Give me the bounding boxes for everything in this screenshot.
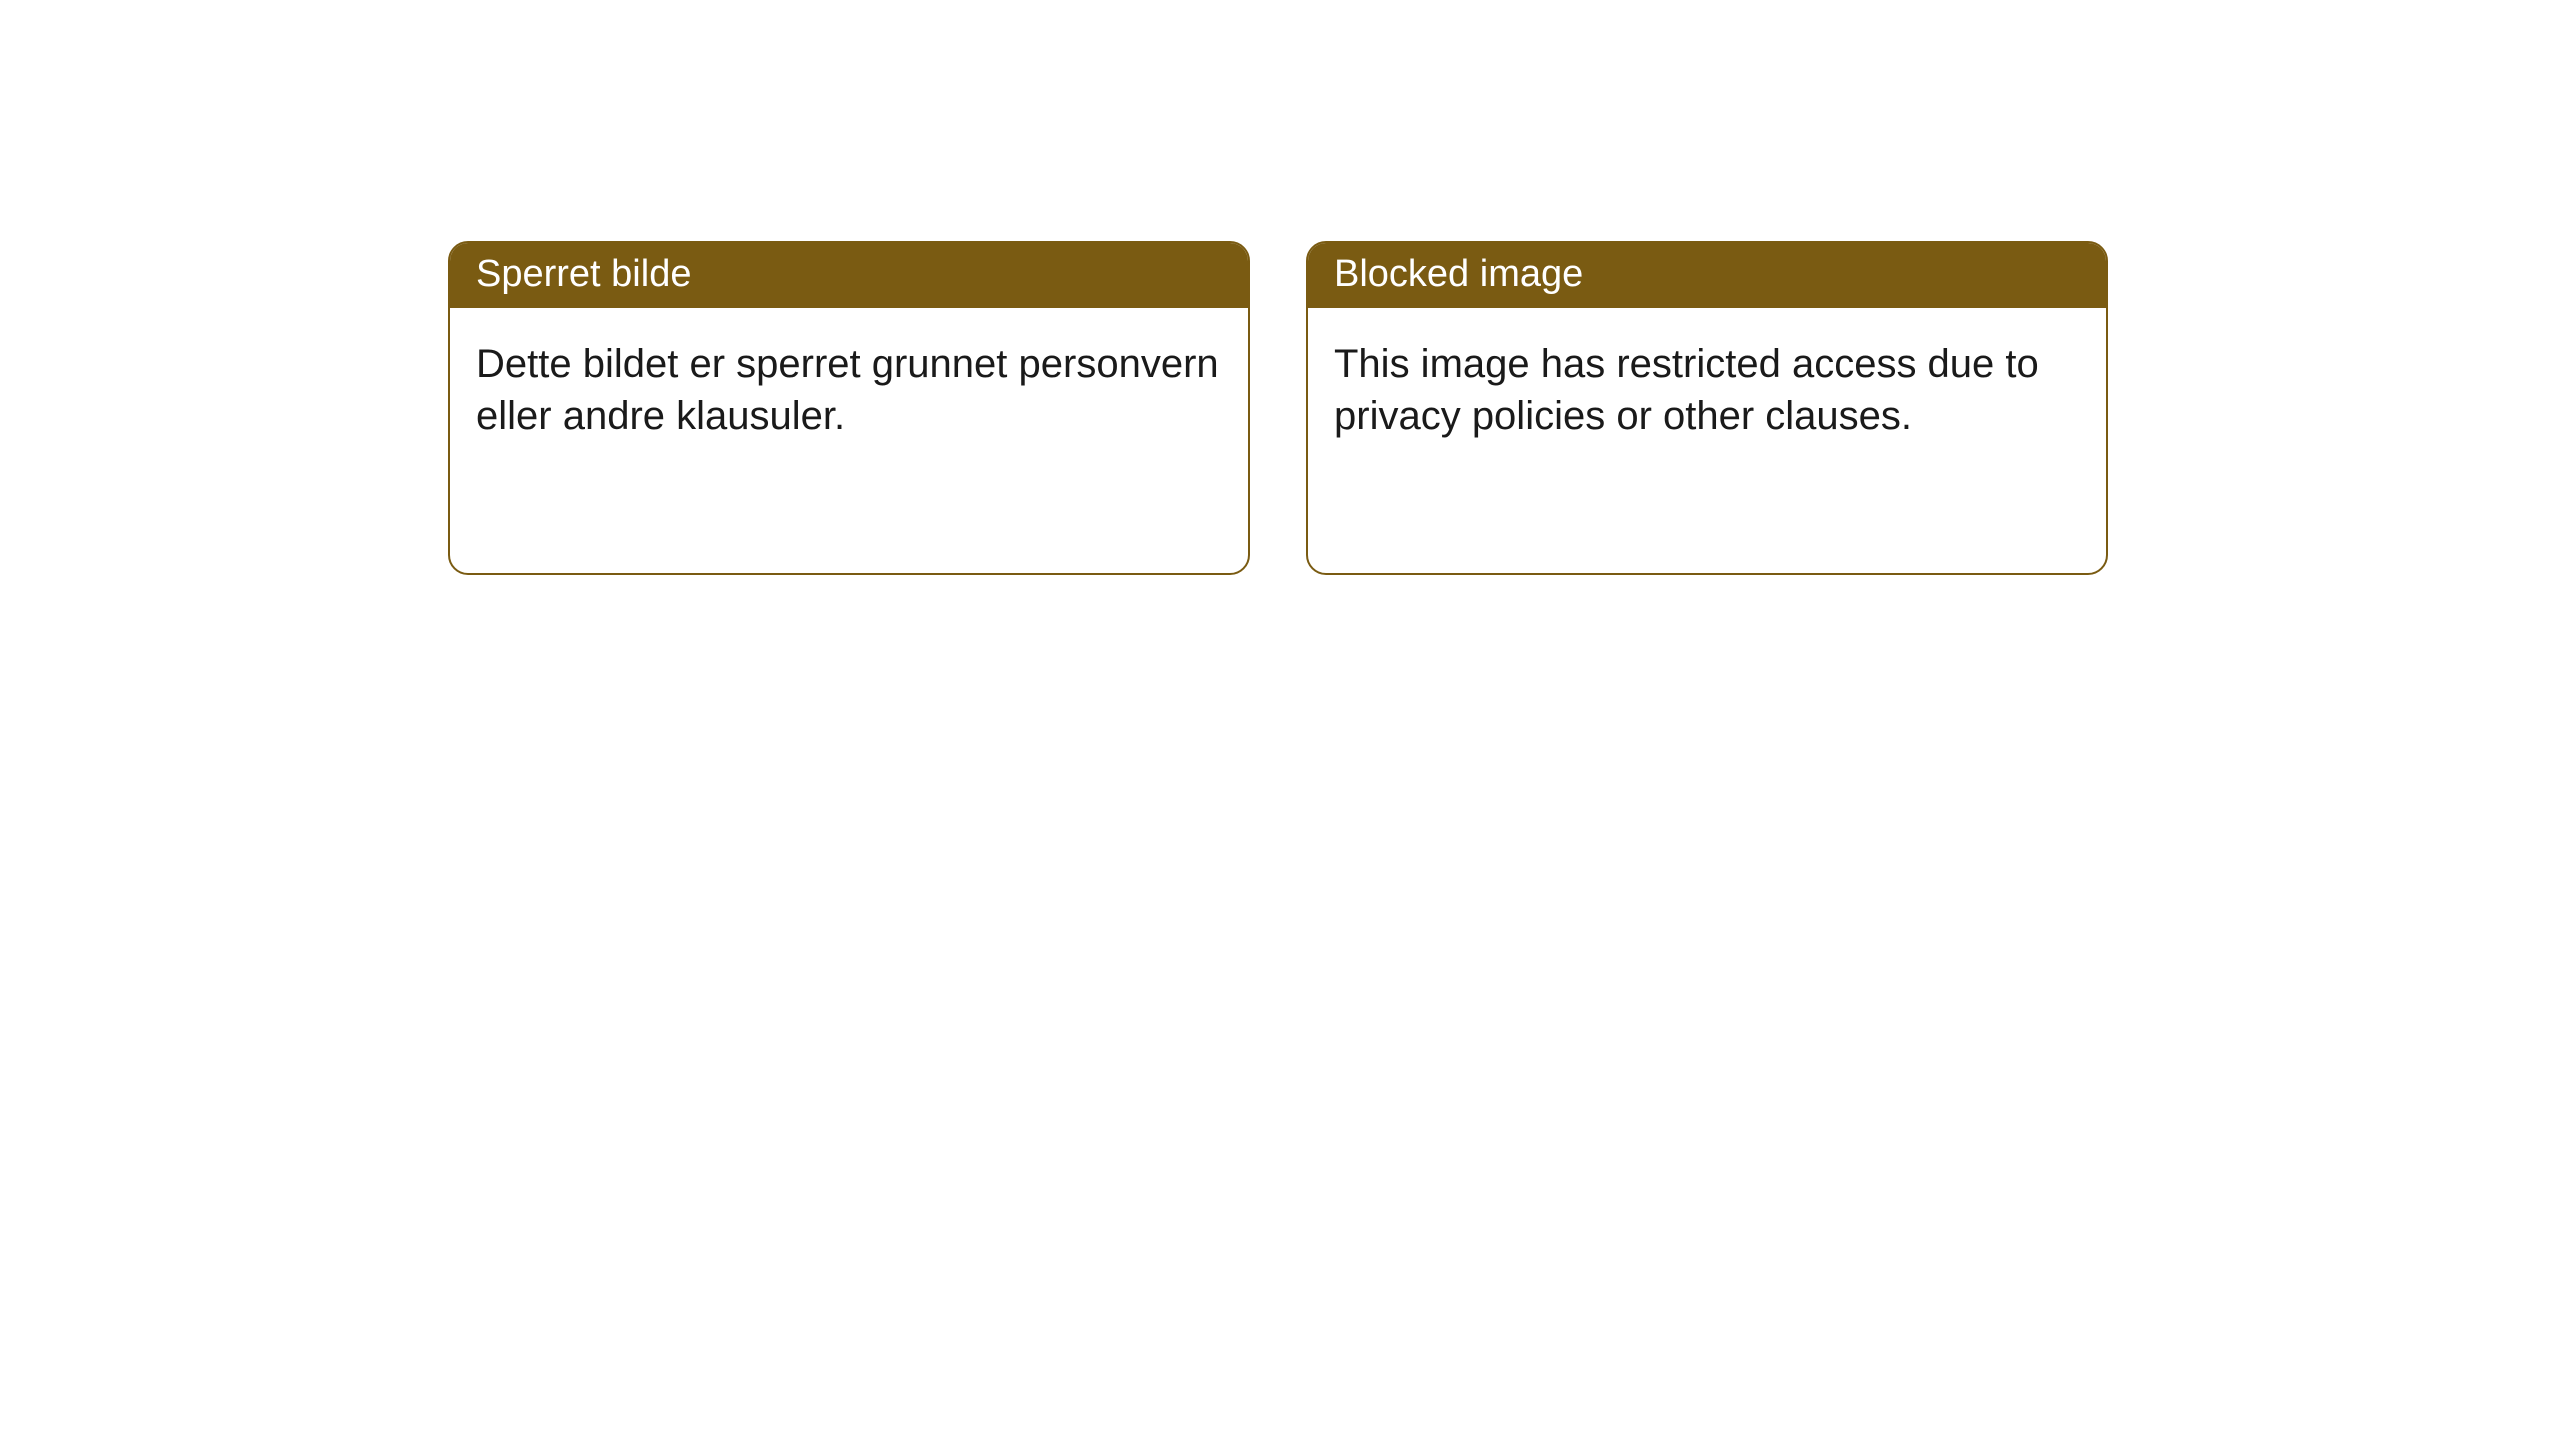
card-body: Dette bildet er sperret grunnet personve…: [450, 308, 1248, 472]
card-header: Blocked image: [1308, 243, 2106, 308]
blocked-image-card-en: Blocked image This image has restricted …: [1306, 241, 2108, 575]
blocked-image-card-no: Sperret bilde Dette bildet er sperret gr…: [448, 241, 1250, 575]
message-cards-container: Sperret bilde Dette bildet er sperret gr…: [448, 241, 2108, 575]
card-header: Sperret bilde: [450, 243, 1248, 308]
card-body: This image has restricted access due to …: [1308, 308, 2106, 472]
